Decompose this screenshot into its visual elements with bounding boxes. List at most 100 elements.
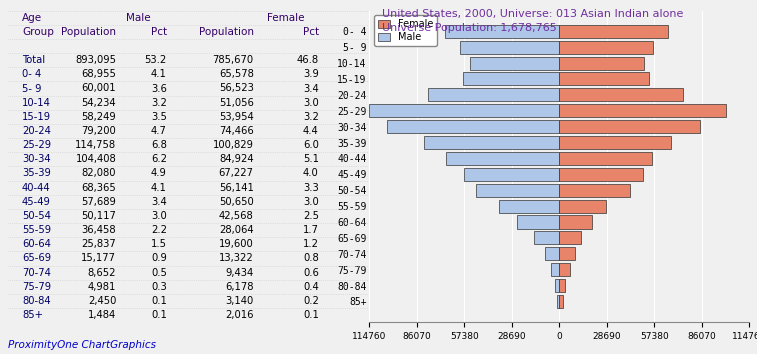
Bar: [559, 295, 562, 308]
Text: 10-14: 10-14: [22, 98, 51, 108]
Bar: [463, 73, 559, 85]
Text: 5- 9: 5- 9: [22, 84, 42, 93]
Text: 56,141: 56,141: [219, 183, 254, 193]
Text: 2,450: 2,450: [88, 296, 116, 306]
Bar: [424, 136, 559, 149]
Text: 50,650: 50,650: [219, 197, 254, 207]
Legend: Female, Male: Female, Male: [374, 16, 437, 46]
Bar: [369, 104, 559, 117]
Bar: [559, 247, 575, 260]
Text: 0.3: 0.3: [151, 282, 167, 292]
Text: 80-84: 80-84: [22, 296, 51, 306]
Text: 3.4: 3.4: [303, 84, 319, 93]
Text: 785,670: 785,670: [213, 55, 254, 65]
Bar: [499, 200, 559, 213]
Text: 79,200: 79,200: [82, 126, 116, 136]
Text: 20-24: 20-24: [22, 126, 51, 136]
Bar: [559, 88, 683, 101]
Text: 3,140: 3,140: [226, 296, 254, 306]
Text: 4.4: 4.4: [303, 126, 319, 136]
Text: 104,408: 104,408: [76, 154, 116, 164]
Text: 53.2: 53.2: [145, 55, 167, 65]
Text: 3.2: 3.2: [151, 98, 167, 108]
Text: 0.1: 0.1: [151, 310, 167, 320]
Bar: [517, 216, 559, 229]
Text: 28,064: 28,064: [219, 225, 254, 235]
Bar: [464, 168, 559, 181]
Text: 54,234: 54,234: [82, 98, 116, 108]
Text: 15,177: 15,177: [81, 253, 116, 263]
Text: 5.1: 5.1: [303, 154, 319, 164]
Text: 0.1: 0.1: [303, 310, 319, 320]
Bar: [559, 136, 671, 149]
Text: 6,178: 6,178: [225, 282, 254, 292]
Bar: [534, 232, 559, 244]
Text: Male: Male: [126, 13, 150, 23]
Text: 6.0: 6.0: [303, 140, 319, 150]
Text: 40-44: 40-44: [22, 183, 51, 193]
Text: 70-74: 70-74: [22, 268, 51, 278]
Text: 4,981: 4,981: [88, 282, 116, 292]
Text: Age: Age: [22, 13, 42, 23]
Text: 45-49: 45-49: [22, 197, 51, 207]
Text: 74,466: 74,466: [219, 126, 254, 136]
Text: 6.2: 6.2: [151, 154, 167, 164]
Text: 85+: 85+: [22, 310, 43, 320]
Bar: [557, 295, 559, 308]
Bar: [559, 184, 630, 197]
Text: 893,095: 893,095: [75, 55, 116, 65]
Text: 2.2: 2.2: [151, 225, 167, 235]
Text: 4.1: 4.1: [151, 183, 167, 193]
Text: 3.5: 3.5: [151, 112, 167, 122]
Bar: [428, 88, 559, 101]
Text: 56,523: 56,523: [219, 84, 254, 93]
Text: Pct: Pct: [303, 27, 319, 37]
Text: 57,689: 57,689: [81, 197, 116, 207]
Text: 0- 4: 0- 4: [22, 69, 42, 79]
Text: 19,600: 19,600: [219, 239, 254, 249]
Text: 0.8: 0.8: [303, 253, 319, 263]
Text: 0.4: 0.4: [303, 282, 319, 292]
Text: ProximityOne ChartGraphics: ProximityOne ChartGraphics: [8, 341, 156, 350]
Bar: [445, 25, 559, 38]
Text: 68,955: 68,955: [81, 69, 116, 79]
Text: 9,434: 9,434: [226, 268, 254, 278]
Text: 55-59: 55-59: [22, 225, 51, 235]
Text: 4.9: 4.9: [151, 169, 167, 178]
Bar: [460, 41, 559, 54]
Text: 3.4: 3.4: [151, 197, 167, 207]
Bar: [469, 57, 559, 70]
Text: 0.5: 0.5: [151, 268, 167, 278]
Bar: [387, 120, 559, 133]
Bar: [559, 168, 643, 181]
Text: 2.5: 2.5: [303, 211, 319, 221]
Text: 60-64: 60-64: [22, 239, 51, 249]
Text: 3.0: 3.0: [151, 211, 167, 221]
Text: 3.0: 3.0: [303, 98, 319, 108]
Text: 3.2: 3.2: [303, 112, 319, 122]
Text: 46.8: 46.8: [297, 55, 319, 65]
Text: 51,056: 51,056: [219, 98, 254, 108]
Bar: [559, 41, 653, 54]
Text: 50,117: 50,117: [81, 211, 116, 221]
Text: 50-54: 50-54: [22, 211, 51, 221]
Text: 35-39: 35-39: [22, 169, 51, 178]
Text: United States, 2000, Universe: 013 Asian Indian alone: United States, 2000, Universe: 013 Asian…: [382, 9, 684, 19]
Text: 84,924: 84,924: [219, 154, 254, 164]
Text: 58,249: 58,249: [82, 112, 116, 122]
Bar: [559, 216, 592, 229]
Text: 0.2: 0.2: [303, 296, 319, 306]
Text: 0.1: 0.1: [151, 296, 167, 306]
Text: 3.6: 3.6: [151, 84, 167, 93]
Bar: [559, 200, 606, 213]
Text: Universe Population: 1,678,765: Universe Population: 1,678,765: [382, 23, 557, 33]
Text: Population: Population: [198, 27, 254, 37]
Text: 4.1: 4.1: [151, 69, 167, 79]
Text: 100,829: 100,829: [213, 140, 254, 150]
Bar: [559, 279, 565, 292]
Bar: [559, 104, 727, 117]
Bar: [551, 263, 559, 276]
Text: 65,578: 65,578: [219, 69, 254, 79]
Bar: [559, 25, 668, 38]
Text: 53,954: 53,954: [219, 112, 254, 122]
